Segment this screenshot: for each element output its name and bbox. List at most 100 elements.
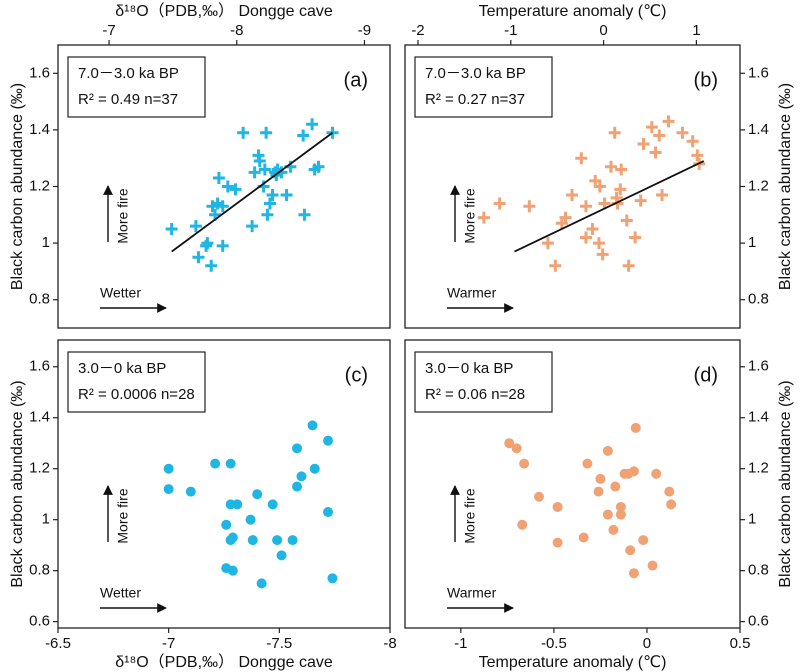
plus-point [297, 129, 310, 142]
x-tick-label: 0.5 [730, 635, 751, 652]
circle-point [276, 550, 287, 561]
circle-point [252, 489, 263, 500]
plus-point [237, 126, 250, 139]
circle-point [578, 532, 589, 543]
plus-point [614, 183, 627, 196]
plus-point [298, 208, 311, 221]
period-label: 7.0－3.0 ka BP [78, 65, 179, 82]
circle-point [638, 535, 649, 546]
x-tick-label: -0.5 [541, 635, 567, 652]
circle-point [630, 422, 641, 433]
x-annotation: Wetter [100, 285, 141, 301]
stats-box [414, 351, 553, 413]
y-tick-label: 1 [42, 234, 50, 251]
x-axis-title: δ¹⁸O（PDB,‰） Dongge cave [115, 653, 333, 671]
plus-point [645, 121, 658, 134]
plus-point [248, 166, 261, 179]
panel-label: (b) [694, 69, 718, 91]
plus-point [559, 211, 572, 224]
y-annotation: More fire [462, 188, 478, 243]
y-axis-title: Black carbon abundance (‰) [777, 380, 794, 587]
circle-point [232, 499, 243, 510]
plus-point [493, 197, 506, 210]
circle-point [225, 458, 236, 469]
x-tick-label: -2 [411, 22, 424, 39]
stats-box [67, 351, 206, 413]
plus-point [263, 197, 276, 210]
y-tick-label: 1.2 [29, 177, 50, 194]
plus-point [656, 188, 669, 201]
circle-point [628, 466, 639, 477]
plus-point [592, 237, 605, 250]
plus-point [253, 155, 266, 168]
plus-point [258, 163, 271, 176]
y-annotation: More fire [115, 488, 131, 543]
circle-point [651, 468, 662, 479]
plus-point [676, 126, 689, 139]
y-axis-title: Black carbon abundance (‰) [9, 380, 26, 587]
circle-point [625, 545, 636, 556]
plus-point [653, 129, 666, 142]
fit-line [171, 132, 334, 253]
period-label: 3.0－0 ka BP [78, 360, 166, 377]
circle-point [608, 524, 619, 535]
plus-point [662, 115, 675, 128]
x-tick-label: -6.5 [45, 635, 71, 652]
circle-point [615, 501, 626, 512]
plus-point [523, 200, 536, 213]
circle-point [221, 519, 232, 530]
plus-point [637, 138, 650, 151]
x-annotation: Wetter [100, 585, 141, 601]
y-axis-title: Black carbon abundance (‰) [9, 83, 26, 290]
plus-point [280, 188, 293, 201]
panel-label: (d) [694, 364, 718, 386]
plus-point [205, 259, 218, 272]
circle-point [227, 532, 238, 543]
y-tick-label: 1 [42, 511, 50, 528]
circle-point [292, 481, 303, 492]
circle-point [582, 458, 593, 469]
plus-point [212, 172, 225, 185]
stats-box [414, 56, 553, 118]
y-axis-title: Black carbon abundance (‰) [777, 83, 794, 290]
stats-box [67, 56, 206, 118]
y-tick-label: 1.2 [748, 177, 769, 194]
y-tick-label: 1.4 [29, 121, 50, 138]
y-annotation: More fire [462, 488, 478, 543]
circle-point [227, 565, 238, 576]
plus-point [549, 259, 562, 272]
plus-point [622, 259, 635, 272]
circle-point [327, 573, 338, 584]
circle-point [267, 499, 278, 510]
circle-point [185, 486, 196, 497]
x-axis-title: δ¹⁸O（PDB,‰） Dongge cave [115, 2, 333, 20]
circle-point [552, 501, 563, 512]
stats-label: R² = 0.27 n=37 [425, 91, 525, 108]
plus-point [260, 126, 273, 139]
plus-point [229, 183, 242, 196]
y-tick-label: 0.8 [748, 291, 769, 308]
plus-point [575, 152, 588, 165]
y-tick-label: 1.4 [29, 409, 50, 426]
x-axis-title: Temperature anomaly (℃) [479, 3, 667, 20]
plus-point [605, 160, 618, 173]
x-tick-label: -8 [230, 22, 243, 39]
x-tick-label: -8 [383, 635, 396, 652]
plus-point [596, 248, 609, 261]
x-annotation: Warmer [447, 285, 497, 301]
period-label: 3.0－0 ka BP [425, 360, 513, 377]
plus-point [216, 239, 229, 252]
plus-point [261, 208, 274, 221]
circle-point [504, 438, 515, 449]
plus-point [579, 200, 592, 213]
plot-frame [57, 339, 391, 629]
y-tick-label: 1.4 [748, 121, 769, 138]
period-label: 7.0－3.0 ka BP [425, 65, 526, 82]
x-tick-label: -1 [454, 635, 467, 652]
plus-point [566, 188, 579, 201]
plus-point [649, 146, 662, 159]
plus-point [541, 237, 554, 250]
plus-point [312, 160, 325, 173]
circle-point [517, 519, 528, 530]
